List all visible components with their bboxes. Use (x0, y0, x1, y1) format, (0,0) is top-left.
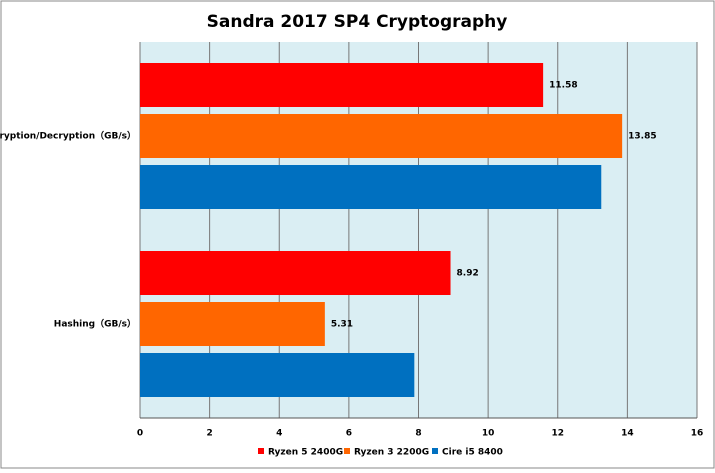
legend-swatch (258, 448, 264, 454)
x-tick-label: 0 (137, 429, 143, 439)
legend-swatch (344, 448, 350, 454)
x-tick-label: 12 (551, 429, 564, 439)
x-tick-label: 2 (206, 429, 212, 439)
data-label: 13.85 (628, 132, 656, 142)
bar (140, 302, 325, 346)
bar (140, 353, 415, 397)
y-tick-label: Hashing（GB/s） (54, 319, 136, 330)
data-label: 8.92 (457, 269, 479, 279)
x-tick-label: 16 (691, 429, 704, 439)
bar (140, 114, 623, 158)
x-tick-label: 6 (346, 429, 352, 439)
x-tick-label: 8 (415, 429, 421, 439)
x-tick-label: 10 (482, 429, 495, 439)
x-tick-label: 14 (621, 429, 634, 439)
bar (140, 251, 451, 295)
legend-label: Ryzen 5 2400G (268, 448, 343, 458)
data-label: 11.58 (549, 81, 577, 91)
data-label: 5.31 (331, 320, 353, 330)
bar (140, 63, 544, 107)
x-tick-label: 4 (276, 429, 282, 439)
bar (140, 165, 602, 209)
legend-swatch (432, 448, 438, 454)
legend-label: Ryzen 3 2200G (354, 448, 429, 458)
chart-title: Sandra 2017 SP4 Cryptography (207, 12, 508, 32)
y-tick-label: Encryption/Decryption（GB/s） (0, 131, 136, 142)
legend-label: Cire i5 8400 (442, 448, 503, 458)
